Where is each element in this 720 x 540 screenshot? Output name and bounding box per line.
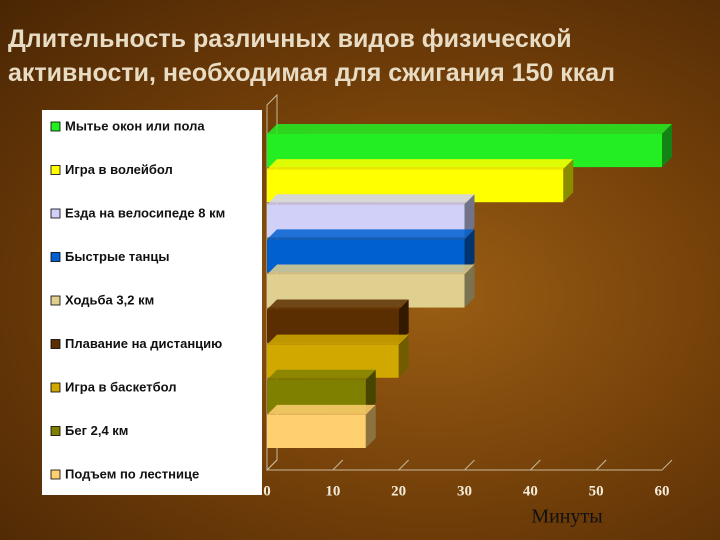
bar-top [267,124,672,134]
bar-side [398,299,409,343]
x-tick-label: 50 [589,483,604,499]
bar-top [267,159,574,170]
x-tick [464,459,475,471]
legend-swatch [50,121,61,132]
legend-box [42,110,262,495]
bar-top [267,369,376,380]
bar-side [464,229,475,273]
x-tick-label: 40 [523,483,538,499]
legend-swatch [50,426,61,436]
chart-title: Длительность различных видов физической … [8,25,616,87]
bar-top [267,194,475,205]
x-tick [332,459,344,471]
legend-label: Езда на велосипеде 8 км [65,205,225,220]
x-tick-label: 10 [325,483,340,499]
x-tick-label: 60 [655,483,670,499]
legend-label: Подъем по лестнице [65,466,199,481]
bar-side [464,194,475,238]
bar-top [267,334,409,345]
legend-label: Плавание на дистанцию [65,336,222,351]
x-tick [595,459,607,471]
bar [267,414,366,448]
legend-label: Мытье окон или пола [65,118,205,133]
legend-swatch [50,252,61,262]
legend-swatch [50,382,61,393]
x-tick [529,459,541,471]
legend-label: Игра в баскетбол [65,379,176,394]
bar-side [662,124,672,168]
legend-swatch [50,339,61,349]
legend-swatch [50,295,61,306]
legend-swatch [50,165,61,175]
legend-label: Ходьба 3,2 км [65,292,154,307]
legend-label: Быстрые танцы [65,249,169,264]
legend-label: Бег 2,4 км [65,423,128,438]
legend-swatch [50,208,61,219]
bar-side [365,369,376,413]
x-tick [398,459,410,471]
bar-side [365,404,376,448]
x-tick [266,459,278,471]
x-axis-title: Минуты [531,506,602,528]
x-tick-label: 20 [391,483,406,499]
x-tick [661,459,673,471]
x-tick-label: 0 [263,483,271,499]
bar-side [563,159,574,203]
bar-side [464,264,475,308]
bar-top [267,299,409,310]
bar-side [398,334,409,378]
bar-top [267,404,376,415]
x-tick-label: 30 [457,483,472,499]
legend-label: Игра в волейбол [65,162,173,177]
bar-top [267,264,475,275]
bar-top [267,229,475,240]
legend-swatch [50,469,61,480]
